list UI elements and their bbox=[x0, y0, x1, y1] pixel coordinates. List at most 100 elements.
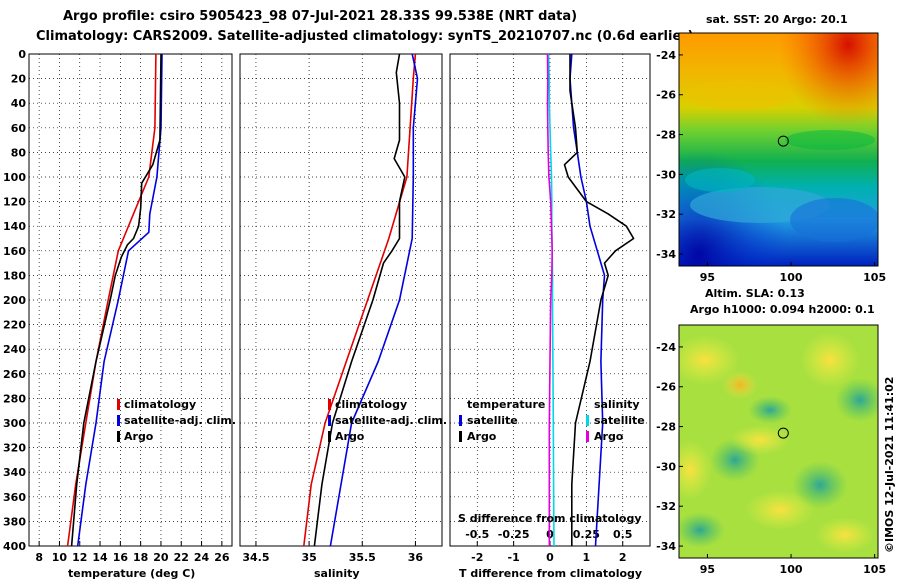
temperature-frame bbox=[28, 53, 233, 547]
temperature-x-tick-label: 16 bbox=[113, 551, 129, 564]
series-line-argo bbox=[70, 53, 162, 547]
sla-map-frame bbox=[678, 324, 879, 559]
difference-s-tick-label: -0.25 bbox=[498, 528, 530, 541]
difference-x-label: T difference from climatology bbox=[459, 567, 642, 580]
legend-label-argo: Argo bbox=[124, 430, 154, 443]
series-line-climatology bbox=[66, 53, 157, 547]
salinity-series bbox=[303, 53, 419, 547]
series-line-temperature-argo bbox=[563, 54, 635, 546]
sla-map-subtitle: Argo h1000: 0.094 h2000: 0.1 bbox=[690, 303, 875, 316]
series-line-satellite-adj-clim- bbox=[329, 53, 419, 547]
legend-label-satellite-adj: satellite-adj. clim. bbox=[335, 414, 447, 427]
legend-swatch-satellite-adj bbox=[117, 415, 120, 426]
temperature-x-tick-label: 12 bbox=[72, 551, 87, 564]
salinity-x-ticks: 34.5 35 35.5 36 bbox=[242, 541, 423, 564]
title-line-2: Climatology: CARS2009. Satellite-adjuste… bbox=[36, 29, 694, 44]
depth-tick-label: 200 bbox=[3, 294, 26, 307]
lon-tick-label: 100 bbox=[780, 271, 803, 284]
temperature-depth-ticks: 0 20 40 60 80 100 120 140 160 180 200 220 240 260 280 3… bbox=[3, 48, 26, 553]
legend-heading-temperature: temperature bbox=[467, 398, 545, 411]
depth-tick-label: 60 bbox=[11, 122, 27, 135]
lat-tick-label: -24 bbox=[656, 49, 676, 62]
temperature-x-tick-label: 24 bbox=[194, 551, 210, 564]
title-line-1: Argo profile: csiro 5905423_98 07-Jul-20… bbox=[63, 9, 577, 24]
sst-map-lat-ticks: -24 -26 -28 -30 -32 -34 bbox=[656, 49, 683, 261]
difference-s-tick-label: -0.5 bbox=[465, 528, 489, 541]
series-line-satellite-adj-clim- bbox=[76, 53, 163, 547]
difference-x-tick-label: -1 bbox=[508, 551, 520, 564]
sla-field bbox=[679, 325, 878, 558]
depth-tick-label: 160 bbox=[3, 245, 26, 258]
depth-tick-label: 20 bbox=[11, 73, 27, 86]
salinity-grid bbox=[240, 53, 442, 547]
series-line-salinity-argo bbox=[546, 53, 554, 546]
lat-tick-label: -24 bbox=[656, 341, 676, 354]
lat-tick-label: -32 bbox=[656, 500, 676, 513]
salinity-x-tick-label: 35 bbox=[301, 551, 316, 564]
salinity-panel: 34.5 35 35.5 36 salinity climatology satell… bbox=[239, 53, 447, 580]
lat-tick-label: -28 bbox=[656, 129, 676, 142]
temperature-x-tick-label: 22 bbox=[174, 551, 189, 564]
difference-s-tick-label: 0 bbox=[546, 528, 554, 541]
legend-label-climatology: climatology bbox=[335, 398, 407, 411]
difference-s-tick-label: 0.25 bbox=[573, 528, 600, 541]
depth-tick-label: 140 bbox=[3, 220, 26, 233]
legend-label-climatology: climatology bbox=[124, 398, 196, 411]
temperature-grid bbox=[29, 53, 232, 547]
imos-watermark: ©IMOS 12-Jul-2021 11:41:02 bbox=[883, 377, 896, 553]
legend-swatch-salinity-satellite bbox=[586, 415, 589, 426]
depth-tick-label: 380 bbox=[3, 515, 26, 528]
lat-tick-label: -34 bbox=[656, 540, 676, 553]
temperature-x-tick-label: 8 bbox=[35, 551, 43, 564]
lat-tick-label: -32 bbox=[656, 208, 676, 221]
difference-s-label: S difference from climatology bbox=[458, 512, 642, 525]
depth-tick-label: 360 bbox=[3, 491, 26, 504]
legend-swatch-argo bbox=[328, 431, 331, 442]
temperature-legend: climatology satellite-adj. clim. Argo bbox=[117, 398, 236, 443]
sla-map: Altim. SLA: 0.13 Argo h1000: 0.094 h2000… bbox=[656, 287, 886, 576]
salinity-frame bbox=[239, 53, 443, 547]
difference-s-tick-label: 0.5 bbox=[613, 528, 633, 541]
depth-tick-label: 320 bbox=[3, 442, 26, 455]
sst-map-title: sat. SST: 20 Argo: 20.1 bbox=[706, 13, 848, 26]
sst-map-frame bbox=[678, 32, 879, 267]
lon-tick-label: 105 bbox=[863, 563, 886, 576]
legend-swatch-temperature-satellite bbox=[459, 415, 462, 426]
depth-tick-label: 280 bbox=[3, 392, 26, 405]
depth-tick-label: 0 bbox=[18, 48, 26, 61]
lon-tick-label: 105 bbox=[863, 271, 886, 284]
lat-tick-label: -26 bbox=[656, 89, 676, 102]
lon-tick-label: 95 bbox=[700, 271, 715, 284]
legend-swatch-salinity-argo bbox=[586, 431, 589, 442]
series-line-argo bbox=[313, 53, 406, 547]
depth-tick-label: 80 bbox=[11, 146, 27, 159]
lat-tick-label: -30 bbox=[656, 168, 676, 181]
lon-tick-label: 95 bbox=[700, 563, 715, 576]
salinity-x-tick-label: 34.5 bbox=[242, 551, 269, 564]
temperature-series bbox=[66, 53, 163, 547]
depth-tick-label: 300 bbox=[3, 417, 26, 430]
legend-label-temperature-satellite: satellite bbox=[467, 414, 518, 427]
sst-field bbox=[679, 33, 878, 266]
lat-tick-label: -30 bbox=[656, 460, 676, 473]
difference-x-tick-label: 2 bbox=[619, 551, 627, 564]
sst-map: sat. SST: 20 Argo: 20.1 -24-26-28-30-32-… bbox=[656, 13, 886, 284]
temperature-x-tick-label: 20 bbox=[153, 551, 169, 564]
legend-swatch-satellite-adj bbox=[328, 415, 331, 426]
legend-swatch-argo bbox=[117, 431, 120, 442]
temperature-x-label: temperature (deg C) bbox=[68, 567, 195, 580]
legend-label-salinity-satellite: satellite bbox=[594, 414, 645, 427]
difference-x-tick-label: 0 bbox=[546, 551, 554, 564]
difference-legend: temperature satellite Argo salinity sate… bbox=[459, 398, 645, 443]
temperature-x-tick-label: 10 bbox=[52, 551, 68, 564]
lat-tick-label: -26 bbox=[656, 381, 676, 394]
legend-label-temperature-argo: Argo bbox=[467, 430, 497, 443]
lon-tick-label: 100 bbox=[780, 563, 803, 576]
temperature-panel: 0 20 40 60 80 100 120 140 160 180 200 220 240 260 280 3… bbox=[3, 48, 236, 580]
difference-panel: -2 -1 0 1 2 -0.5 -0.25 0 0.25 0.5 T difference f… bbox=[449, 53, 651, 580]
difference-s-ticks: -0.5 -0.25 0 0.25 0.5 bbox=[465, 528, 632, 541]
difference-x-tick-label: 1 bbox=[583, 551, 591, 564]
series-line-climatology bbox=[303, 53, 417, 547]
temperature-x-tick-label: 26 bbox=[214, 551, 230, 564]
